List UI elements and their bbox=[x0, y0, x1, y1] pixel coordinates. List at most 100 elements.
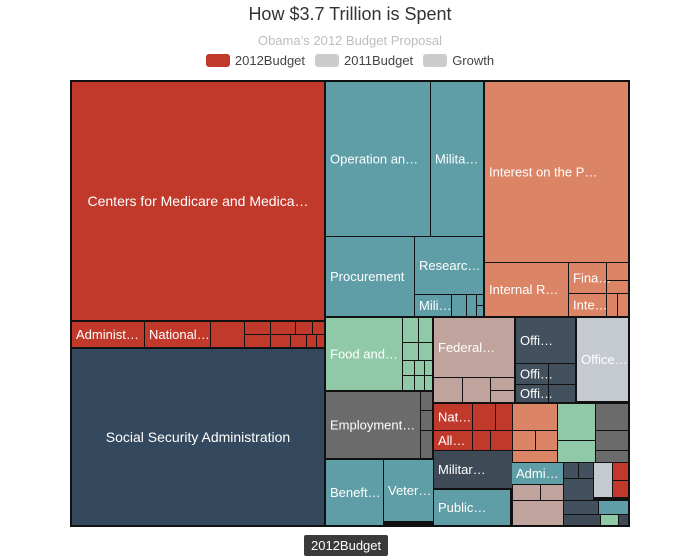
treemap-cell-minor[interactable] bbox=[415, 361, 424, 375]
treemap-cell-minor[interactable] bbox=[313, 322, 324, 334]
treemap-cell-minor[interactable] bbox=[403, 361, 414, 375]
treemap-cell-minor[interactable] bbox=[558, 404, 595, 440]
treemap-cell[interactable] bbox=[434, 431, 472, 450]
treemap-cell-minor[interactable] bbox=[579, 463, 593, 478]
treemap-cell-minor[interactable] bbox=[317, 335, 324, 347]
treemap-cell-minor[interactable] bbox=[564, 479, 593, 500]
treemap-cell[interactable] bbox=[72, 349, 324, 525]
treemap-cell-minor[interactable] bbox=[425, 376, 432, 390]
treemap-cell-minor[interactable] bbox=[536, 431, 557, 450]
treemap-cell-minor[interactable] bbox=[513, 485, 540, 500]
treemap-cell-minor[interactable] bbox=[601, 515, 618, 525]
treemap-cell-minor[interactable] bbox=[467, 295, 476, 316]
treemap-cell-minor[interactable] bbox=[549, 385, 575, 402]
treemap-cell-minor[interactable] bbox=[596, 404, 628, 430]
treemap-cell-minor[interactable] bbox=[491, 378, 514, 390]
legend-item-2012budget[interactable]: 2012Budget bbox=[205, 53, 305, 68]
treemap-cell-minor[interactable] bbox=[477, 295, 483, 305]
treemap-cell[interactable] bbox=[512, 463, 563, 484]
treemap-cell-minor[interactable] bbox=[245, 322, 270, 334]
treemap-cell[interactable] bbox=[434, 451, 512, 488]
treemap-cell[interactable] bbox=[485, 82, 628, 262]
treemap-cell-minor[interactable] bbox=[513, 501, 563, 525]
treemap-cell-minor[interactable] bbox=[607, 281, 628, 293]
treemap-cell-minor[interactable] bbox=[415, 376, 424, 390]
treemap-cell-minor[interactable] bbox=[549, 364, 575, 384]
metric-selector[interactable]: 2012Budget bbox=[304, 535, 389, 556]
treemap-cell-minor[interactable] bbox=[307, 335, 316, 347]
treemap-cell[interactable] bbox=[516, 364, 548, 384]
treemap-cell-minor[interactable] bbox=[403, 318, 418, 342]
treemap-cell-minor[interactable] bbox=[425, 361, 432, 375]
treemap-cell-minor[interactable] bbox=[473, 431, 490, 450]
treemap-cell[interactable] bbox=[145, 322, 210, 347]
treemap-cell[interactable] bbox=[326, 237, 414, 316]
treemap-cell-minor[interactable] bbox=[271, 322, 295, 334]
treemap-cell[interactable] bbox=[72, 82, 324, 320]
treemap-cell-minor[interactable] bbox=[291, 335, 306, 347]
treemap-cell[interactable] bbox=[434, 318, 514, 377]
legend-label-growth: Growth bbox=[452, 53, 495, 68]
treemap-cell-minor[interactable] bbox=[403, 343, 418, 360]
legend-item-2011budget[interactable]: 2011Budget bbox=[315, 53, 413, 68]
treemap-cell[interactable] bbox=[326, 318, 402, 390]
treemap-cell-label: Militar… bbox=[438, 462, 486, 477]
treemap-cell-minor[interactable] bbox=[564, 501, 598, 514]
treemap-cell[interactable] bbox=[326, 460, 383, 525]
treemap-cell[interactable] bbox=[577, 318, 628, 401]
treemap-cell-minor[interactable] bbox=[596, 431, 628, 450]
treemap-cell-label: Researc… bbox=[419, 258, 480, 273]
treemap-cell[interactable] bbox=[569, 263, 606, 293]
treemap-cell-minor[interactable] bbox=[419, 343, 432, 360]
treemap-cell[interactable] bbox=[516, 318, 575, 363]
treemap-cell-minor[interactable] bbox=[421, 431, 432, 458]
treemap-cell-minor[interactable] bbox=[613, 481, 628, 497]
treemap-cell-minor[interactable] bbox=[496, 404, 512, 430]
treemap-cell-minor[interactable] bbox=[594, 463, 612, 497]
treemap-cell[interactable] bbox=[516, 385, 548, 402]
treemap-cell-minor[interactable] bbox=[403, 376, 414, 390]
treemap-cell[interactable] bbox=[72, 322, 144, 347]
treemap-cell[interactable] bbox=[326, 392, 420, 458]
treemap-cell[interactable] bbox=[485, 263, 568, 316]
treemap-cell-minor[interactable] bbox=[599, 501, 628, 514]
treemap-cell-minor[interactable] bbox=[419, 318, 432, 342]
treemap-cell[interactable] bbox=[434, 490, 510, 525]
treemap-cell-minor[interactable] bbox=[607, 294, 617, 316]
treemap-cell-minor[interactable] bbox=[473, 404, 495, 430]
treemap-cell-minor[interactable] bbox=[211, 322, 244, 347]
treemap-cell-minor[interactable] bbox=[271, 335, 290, 347]
treemap-cell-minor[interactable] bbox=[619, 515, 628, 525]
treemap-cell[interactable] bbox=[415, 237, 483, 294]
treemap-cell-minor[interactable] bbox=[558, 441, 595, 462]
treemap-cell[interactable] bbox=[569, 294, 606, 316]
treemap-cell[interactable] bbox=[384, 460, 433, 521]
treemap-cell[interactable] bbox=[415, 295, 451, 316]
treemap-cell-minor[interactable] bbox=[613, 463, 628, 480]
treemap-cell[interactable] bbox=[434, 404, 472, 430]
treemap-cell[interactable] bbox=[326, 82, 430, 236]
treemap-cell-minor[interactable] bbox=[421, 411, 432, 430]
treemap-cell-minor[interactable] bbox=[463, 378, 490, 402]
treemap-cell-minor[interactable] bbox=[491, 391, 514, 402]
treemap-cell[interactable] bbox=[431, 82, 483, 236]
treemap-cell-minor[interactable] bbox=[452, 295, 466, 316]
treemap-cell-minor[interactable] bbox=[491, 431, 512, 450]
treemap-cell-minor[interactable] bbox=[421, 392, 432, 410]
treemap-cell-minor[interactable] bbox=[564, 463, 578, 478]
treemap-cell-minor[interactable] bbox=[513, 404, 557, 430]
treemap-cell-label: Federal… bbox=[438, 340, 495, 355]
treemap-cell-minor[interactable] bbox=[618, 294, 628, 316]
treemap-cell-minor[interactable] bbox=[245, 335, 270, 347]
treemap-cell-minor[interactable] bbox=[541, 485, 563, 500]
treemap-cell-label: All… bbox=[438, 433, 465, 448]
treemap-cell-minor[interactable] bbox=[607, 263, 628, 280]
treemap-cell-minor[interactable] bbox=[434, 378, 462, 402]
treemap-cell-minor[interactable] bbox=[513, 431, 535, 450]
legend-item-growth[interactable]: Growth bbox=[423, 53, 494, 68]
treemap-cell-minor[interactable] bbox=[596, 451, 628, 462]
treemap-cell-minor[interactable] bbox=[296, 322, 312, 334]
treemap-cell-minor[interactable] bbox=[477, 306, 483, 316]
treemap-cell-minor[interactable] bbox=[513, 451, 557, 462]
treemap-cell-minor[interactable] bbox=[564, 515, 600, 525]
